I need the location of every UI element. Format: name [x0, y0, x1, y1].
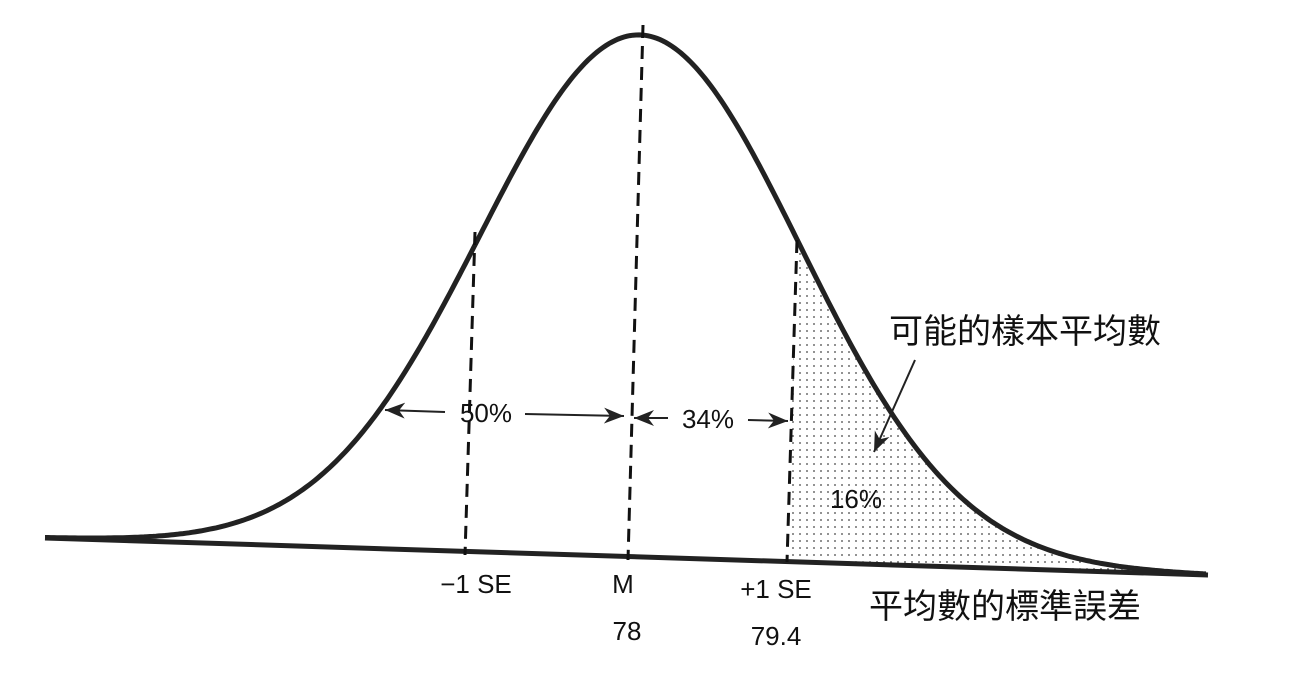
callout-arrow [873, 359, 916, 453]
mean-line [626, 24, 645, 561]
normal-curve [45, 32, 1207, 577]
region-label: 34% [682, 404, 734, 434]
axis-value: 78 [613, 616, 642, 646]
arrow-50-right [524, 407, 625, 424]
minus-se-line [463, 231, 477, 556]
arrow-34-right [747, 412, 789, 429]
region-label: 16% [830, 484, 882, 514]
axis-label: +1 SE [740, 574, 812, 604]
tail-shading [787, 239, 1208, 575]
callout-label: 可能的樣本平均數 [889, 313, 1161, 351]
axis-value: 79.4 [751, 621, 802, 651]
region-label: 50% [460, 398, 512, 428]
baseline [44, 535, 1209, 578]
axis-label: −1 SE [440, 569, 512, 599]
plus-se-line [785, 239, 799, 563]
axis-title: 平均數的標準誤差 [869, 588, 1141, 626]
axis-label: M [612, 569, 634, 599]
arrow-50-left [384, 402, 446, 419]
